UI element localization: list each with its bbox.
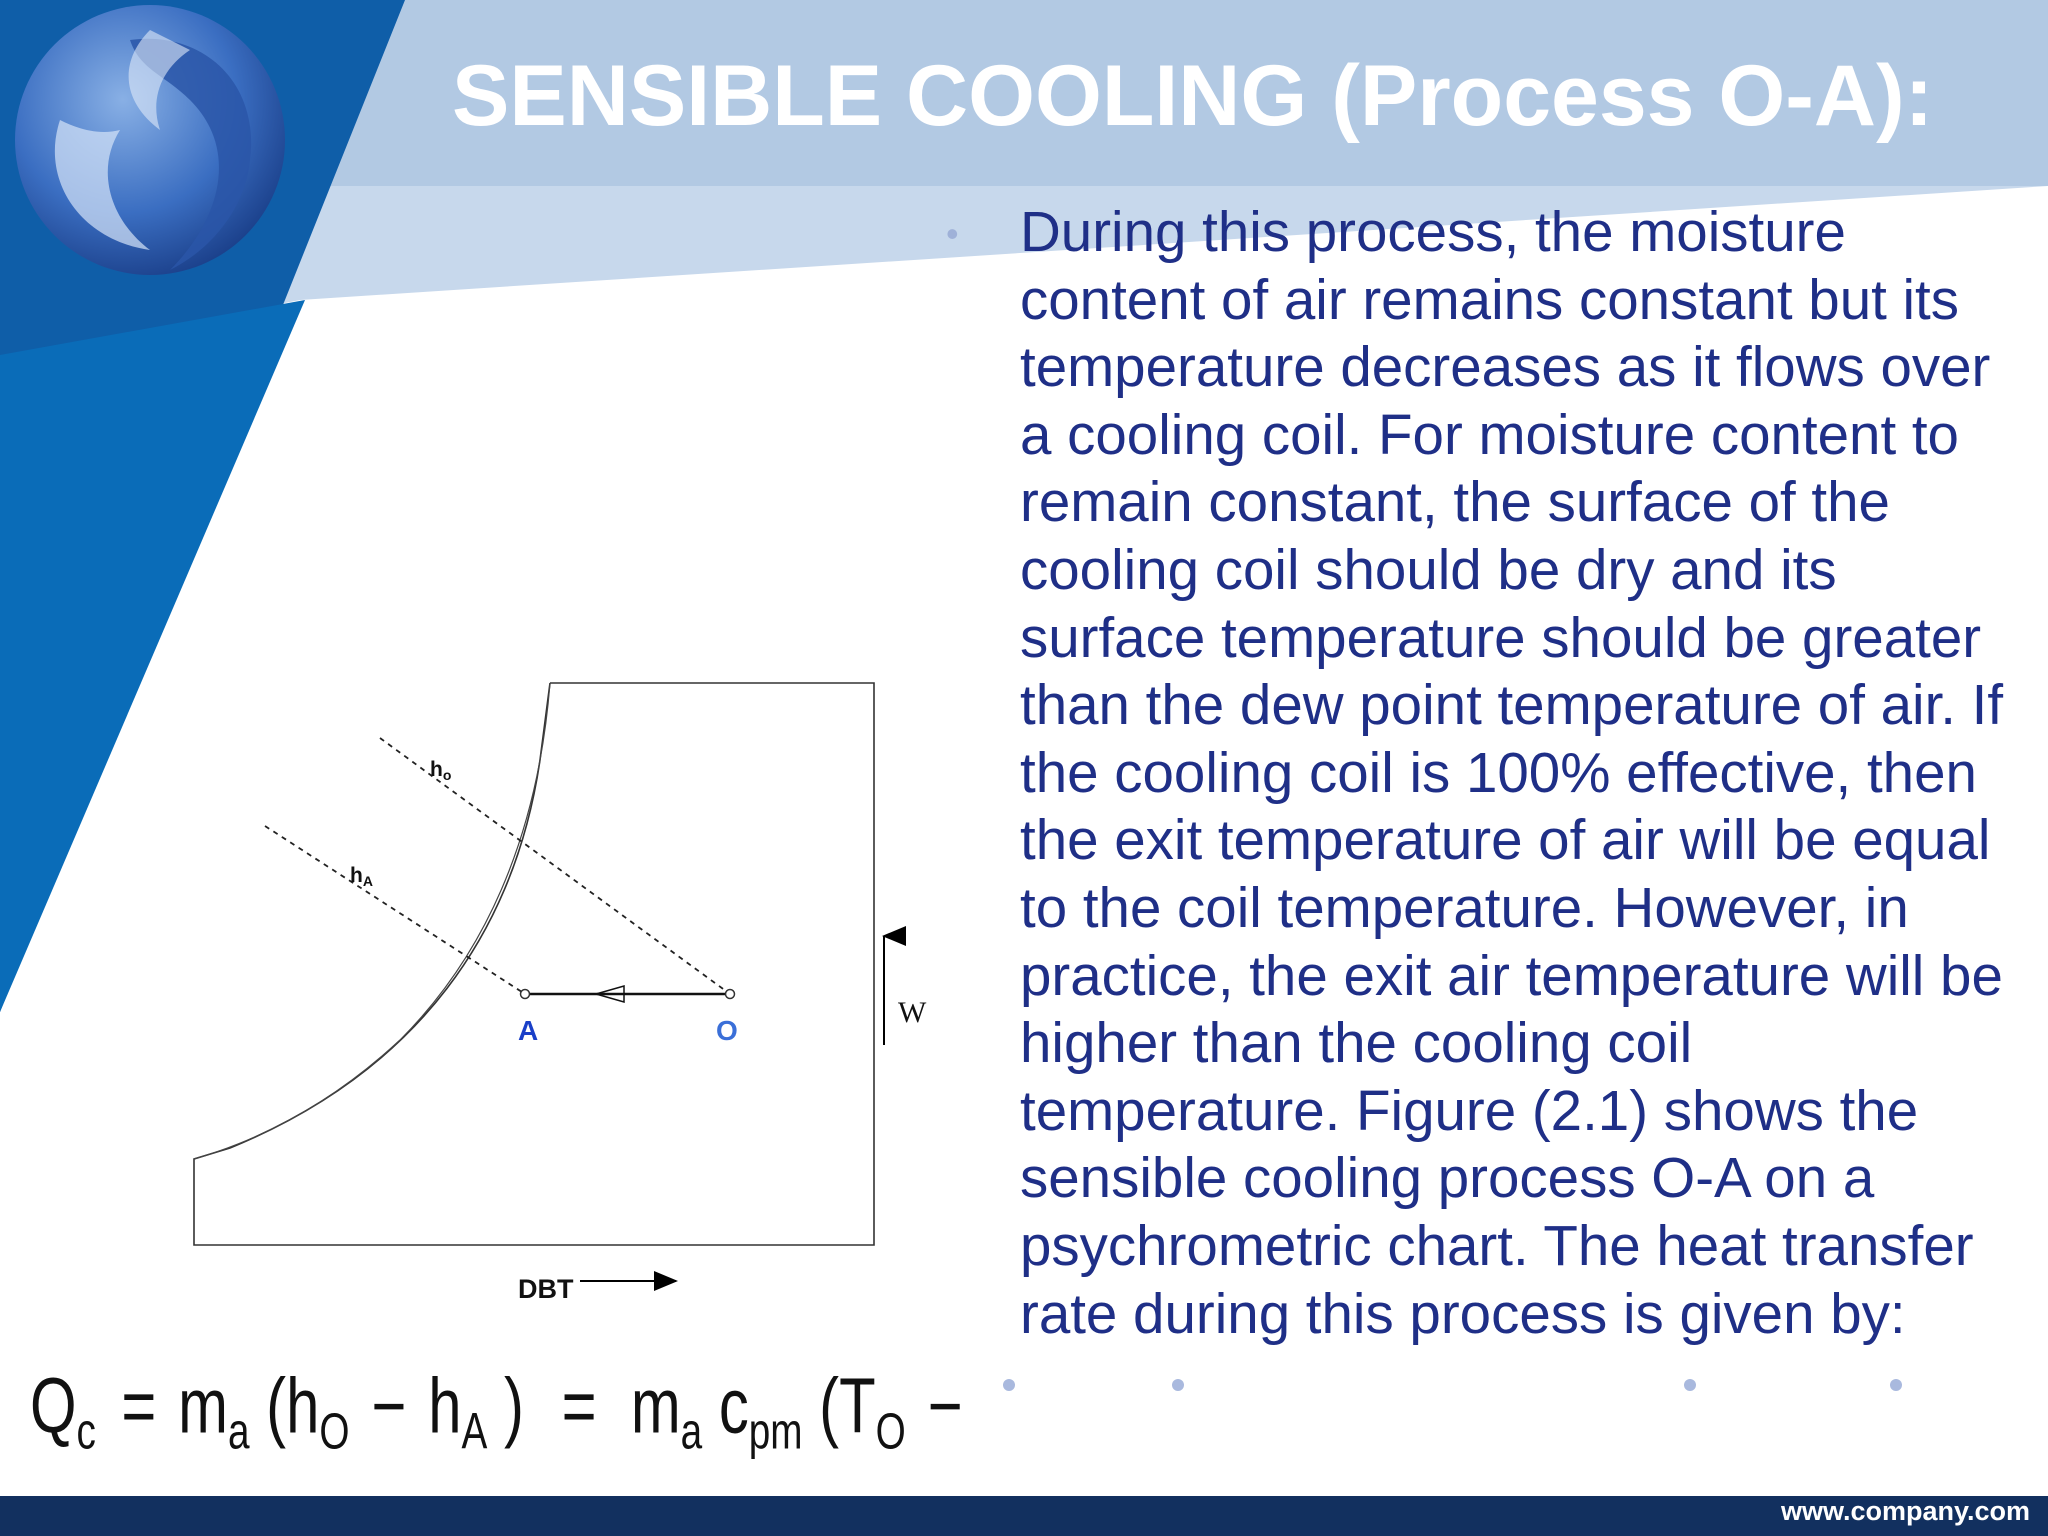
bullet-dot: •: [946, 213, 959, 254]
footer-bar: [0, 1496, 2048, 1536]
title-band: [0, 0, 2048, 186]
decorative-dot: [1172, 1379, 1184, 1391]
company-logo: [15, 5, 285, 275]
left-blue-wedge-inner: [0, 300, 305, 1012]
title-band-lower: [0, 186, 2048, 360]
decorative-dot: [1684, 1379, 1696, 1391]
formula-lhs: Qc = ma (hO − hA ) = ma cpm (TO − TA ): [30, 1362, 970, 1462]
heat-transfer-formula: Qc = ma (hO − hA ) = ma cpm (TO − TA ): [30, 1362, 970, 1462]
decorative-dot: [1003, 1379, 1015, 1391]
footer-url[interactable]: www.company.com: [1780, 1496, 2030, 1526]
slide-title: SENSIBLE COOLING (Process O-A):: [452, 48, 1934, 144]
body-paragraph: During this process, the moisture conten…: [1020, 200, 2004, 1345]
decorative-dot: [1890, 1379, 1902, 1391]
